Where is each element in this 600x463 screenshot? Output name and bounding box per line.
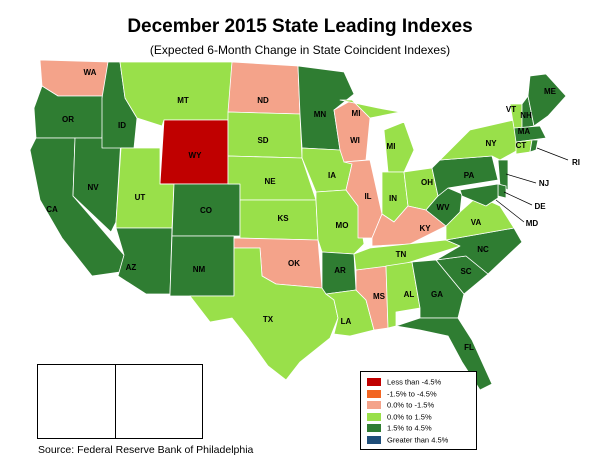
state-label-wa: WA xyxy=(84,68,97,77)
state-label-ky: KY xyxy=(419,224,431,233)
legend-label: Less than -4.5% xyxy=(387,377,442,387)
state-ny xyxy=(439,119,519,161)
leader-line-md xyxy=(495,199,525,223)
state-label-me: ME xyxy=(544,87,557,96)
legend-item: -1.5% to -4.5% xyxy=(367,389,437,399)
state-label-oh: OH xyxy=(421,178,433,187)
state-label-id: ID xyxy=(118,121,126,130)
state-label-al: AL xyxy=(404,290,415,299)
legend-item: 0.0% to 1.5% xyxy=(367,412,432,422)
legend-item: 1.5% to 4.5% xyxy=(367,423,432,433)
state-label-or: OR xyxy=(62,115,74,124)
state-label-nc: NC xyxy=(477,245,489,254)
leader-line-de xyxy=(503,191,533,206)
state-mt xyxy=(119,61,233,127)
state-label-ar: AR xyxy=(334,266,346,275)
state-nj xyxy=(497,159,509,191)
hawaii-inset xyxy=(115,364,203,439)
state-label-ga: GA xyxy=(431,290,443,299)
state-label-md: MD xyxy=(526,219,539,228)
state-label-nh: NH xyxy=(520,111,532,120)
legend-swatch xyxy=(367,412,381,421)
leader-line-ri xyxy=(536,147,569,161)
state-label-ok: OK xyxy=(288,259,300,268)
legend-swatch xyxy=(367,424,381,433)
source-note: Source: Federal Reserve Bank of Philadel… xyxy=(38,444,254,456)
state-label-sc: SC xyxy=(460,267,471,276)
state-nc xyxy=(435,227,523,275)
state-mi xyxy=(383,121,415,173)
state-label-ks: KS xyxy=(277,214,289,223)
legend-swatch xyxy=(367,435,381,444)
state-label-nm: NM xyxy=(193,265,206,274)
state-label-il: IL xyxy=(364,192,371,201)
state-label-tn: TN xyxy=(396,250,407,259)
state-de xyxy=(497,183,507,199)
state-label-in: IN xyxy=(389,194,397,203)
state-label-nv: NV xyxy=(87,183,99,192)
state-label-ut: UT xyxy=(135,193,146,202)
state-mi-upper xyxy=(339,99,401,119)
state-label-ri: RI xyxy=(572,158,580,167)
state-label-de: DE xyxy=(534,202,546,211)
state-ri xyxy=(529,139,539,153)
legend: Less than -4.5% -1.5% to -4.5% 0.0% to -1.… xyxy=(360,371,477,450)
legend-swatch xyxy=(367,389,381,398)
state-label-wy: WY xyxy=(189,151,203,160)
legend-swatch xyxy=(367,378,381,387)
state-label-co: CO xyxy=(200,206,212,215)
map-subtitle: (Expected 6-Month Change in State Coinci… xyxy=(149,43,451,57)
state-label-ca: CA xyxy=(46,205,58,214)
state-label-tx: TX xyxy=(263,315,274,324)
state-ma xyxy=(513,125,547,143)
state-sd xyxy=(227,111,303,159)
leader-line-nj xyxy=(505,173,537,184)
legend-label: -1.5% to -4.5% xyxy=(387,389,437,399)
state-label-pa: PA xyxy=(464,171,475,180)
state-label-wi: WI xyxy=(350,136,360,145)
legend-item: 0.0% to -1.5% xyxy=(367,400,434,410)
alaska-inset xyxy=(37,364,117,439)
state-label-mo: MO xyxy=(336,221,349,230)
state-il xyxy=(343,159,383,239)
state-label-mn: MN xyxy=(314,110,327,119)
state-wa xyxy=(39,59,109,97)
state-label-mi-upper: MI xyxy=(352,109,361,118)
state-label-az: AZ xyxy=(126,263,137,272)
state-nd xyxy=(227,61,301,115)
map-title: December 2015 State Leading Indexes xyxy=(127,16,473,37)
state-label-va: VA xyxy=(471,218,482,227)
state-label-mt: MT xyxy=(177,96,189,105)
legend-label: 1.5% to 4.5% xyxy=(387,423,432,433)
legend-swatch xyxy=(367,401,381,410)
legend-item: Less than -4.5% xyxy=(367,377,441,387)
legend-label: Greater than 4.5% xyxy=(387,435,449,445)
state-fl xyxy=(395,317,493,391)
state-az xyxy=(115,227,173,295)
state-label-nd: ND xyxy=(257,96,269,105)
legend-label: 0.0% to -1.5% xyxy=(387,400,435,410)
state-label-ct: CT xyxy=(516,141,527,150)
legend-label: 0.0% to 1.5% xyxy=(387,412,432,422)
state-label-fl: FL xyxy=(464,343,474,352)
state-label-wv: WV xyxy=(437,203,451,212)
state-label-ma: MA xyxy=(518,127,531,136)
state-label-ny: NY xyxy=(485,139,497,148)
state-md xyxy=(459,183,499,207)
legend-item: Greater than 4.5% xyxy=(367,435,449,445)
state-label-ia: IA xyxy=(328,171,336,180)
state-label-vt: VT xyxy=(506,105,516,114)
state-label-nj: NJ xyxy=(539,179,549,188)
state-label-sd: SD xyxy=(257,136,268,145)
state-me xyxy=(527,73,567,127)
state-label-ne: NE xyxy=(264,177,276,186)
state-label-ms: MS xyxy=(373,292,386,301)
state-label-mi: MI xyxy=(387,142,396,151)
state-label-la: LA xyxy=(341,317,352,326)
